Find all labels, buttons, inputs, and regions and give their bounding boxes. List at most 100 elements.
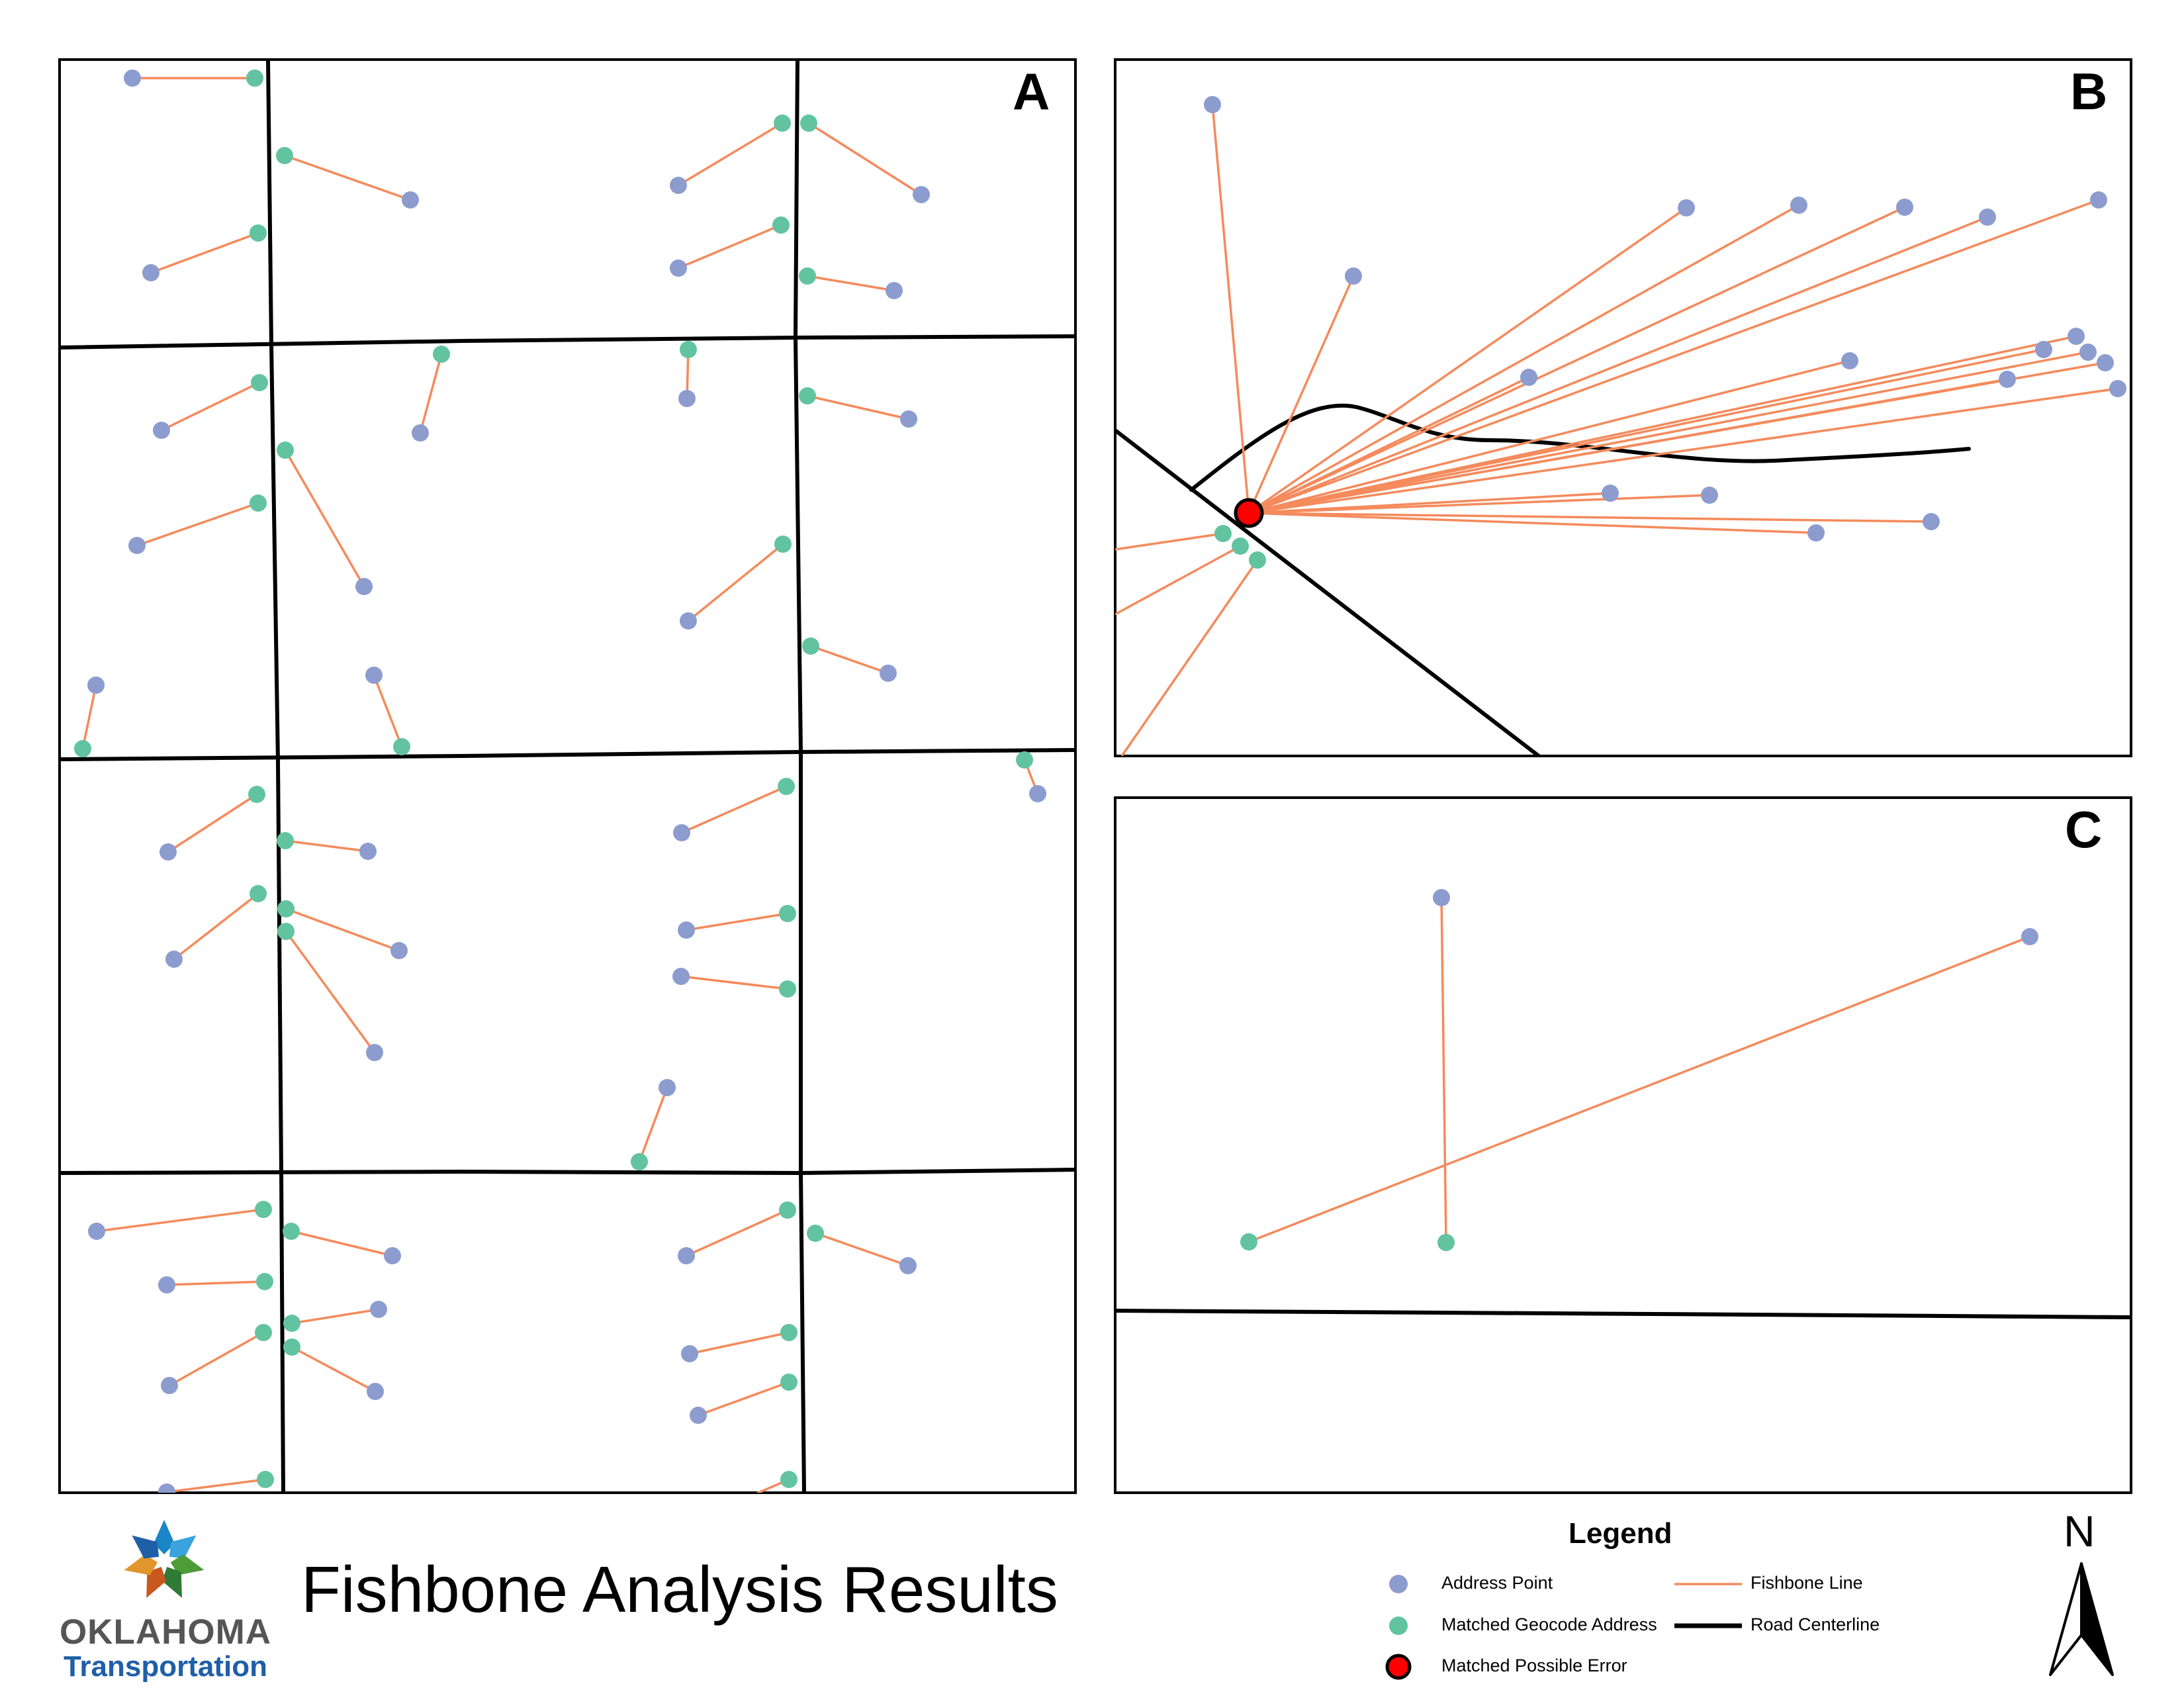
matched-geocode-address (276, 147, 293, 164)
page-title: Fishbone Analysis Results (301, 1553, 1058, 1626)
address-point (2090, 191, 2107, 209)
address-point (678, 1247, 695, 1264)
matched-geocode-address (246, 70, 263, 87)
matched-geocode-address (779, 1201, 796, 1219)
fishbone-line (638, 1087, 668, 1162)
matched-geocode-address (277, 923, 295, 940)
fishbone-line (373, 675, 403, 747)
address-point (1029, 785, 1046, 802)
fishbone-line (678, 122, 783, 187)
fishbone-line (1248, 204, 1799, 514)
address-point (87, 677, 105, 694)
address-point (1999, 371, 2016, 388)
matched-geocode-address (255, 1201, 272, 1218)
matched-geocode-address (251, 374, 268, 391)
panel-a-roads (60, 60, 1075, 1493)
fishbone-line (96, 1208, 264, 1233)
address-point (370, 1301, 387, 1318)
fishbone-line (1248, 512, 1932, 523)
fishbone-line (1248, 206, 1905, 514)
matched-geocode-address (250, 494, 267, 512)
address-point (124, 70, 141, 87)
address-point (367, 1383, 384, 1400)
address-point (673, 824, 690, 841)
fishbone-line (1248, 494, 1710, 514)
legend-label-fishbone-line: Fishbone Line (1751, 1573, 1863, 1593)
address-point (128, 537, 146, 554)
panel-c-frame (1114, 796, 2132, 1494)
fishbone-line (167, 793, 257, 853)
matched-geocode-address (283, 1338, 300, 1356)
fishbone-line (285, 908, 400, 952)
panel-b-fishbones (1115, 96, 2126, 756)
fishbone-line (285, 930, 376, 1054)
fishbone-line (284, 154, 411, 201)
address-point (165, 951, 183, 968)
fishbone-line (687, 543, 784, 622)
matched-geocode-address (799, 267, 816, 285)
matched-geocode-address (277, 442, 294, 459)
north-label: N (2064, 1507, 2095, 1556)
matched-geocode-address (780, 1324, 797, 1341)
road-centerline (1115, 1309, 2131, 1319)
fishbone-line (678, 224, 782, 269)
panel-a-frame (58, 58, 1077, 1494)
fishbone-line (1248, 216, 1988, 514)
matched-geocode-address (283, 1223, 300, 1240)
fishbone-line (81, 684, 97, 749)
address-point (1433, 889, 1450, 906)
panel-c-label: C (2065, 800, 2102, 859)
matched-geocode-address (779, 905, 796, 922)
logo-subtitle: Transportation (63, 1650, 268, 1683)
address-point (1923, 513, 1940, 530)
address-point (681, 1345, 698, 1362)
road-centerline (60, 1168, 1075, 1175)
panel-b-map-content (1115, 96, 2126, 756)
panel-a-map-content (60, 60, 1075, 1493)
address-point (690, 1407, 707, 1424)
legend-symbols (1385, 1575, 1742, 1680)
fishbone-line (1248, 378, 2008, 514)
matched-geocode-address (433, 346, 450, 363)
fishbone-line (808, 122, 922, 196)
fishbone-line (698, 1381, 790, 1417)
address-point (412, 424, 429, 442)
road-centerline (266, 60, 285, 1493)
address-point (365, 667, 383, 684)
fishbone-line (291, 1308, 379, 1325)
fishbone-line (1248, 512, 1817, 534)
address-point (899, 1257, 917, 1274)
fishbone-line (291, 1230, 393, 1257)
matched-geocode-address (256, 1273, 273, 1290)
matched-geocode-address (800, 115, 817, 132)
fishbone-line (285, 839, 369, 853)
address-point (158, 1483, 175, 1493)
fishbone-line (284, 449, 365, 587)
matched-geocode-address (248, 786, 265, 803)
road-centerline (60, 748, 1075, 761)
address-point (1790, 197, 1807, 214)
fishbone-line (686, 912, 788, 931)
matched-geocode-address (1232, 538, 1249, 555)
fishbone-line (689, 1331, 790, 1355)
panel-c-fishbones (1240, 889, 2038, 1251)
fishbone-line (1248, 387, 2118, 514)
panel-c-map-content (1115, 889, 2131, 1319)
address-point (880, 665, 897, 682)
matched-geocode-address (780, 1471, 797, 1488)
logo-wordmark: OKLAHOMA (59, 1613, 272, 1652)
address-point (2097, 354, 2114, 371)
address-point (159, 843, 177, 861)
fishbone-line (161, 381, 260, 432)
fishbone-line (1248, 199, 2099, 514)
fishbone-line (686, 1209, 788, 1257)
address-point (2021, 928, 2038, 945)
address-point (88, 1223, 105, 1240)
legend-possible-error-symbol (1385, 1654, 1412, 1680)
legend-address-point-symbol (1389, 1575, 1408, 1593)
fishbone-line (681, 785, 787, 834)
matched-geocode-address (277, 900, 295, 917)
matched-geocode-address (774, 115, 791, 132)
matched-geocode-address (250, 885, 267, 902)
fishbone-line (1248, 207, 1688, 514)
